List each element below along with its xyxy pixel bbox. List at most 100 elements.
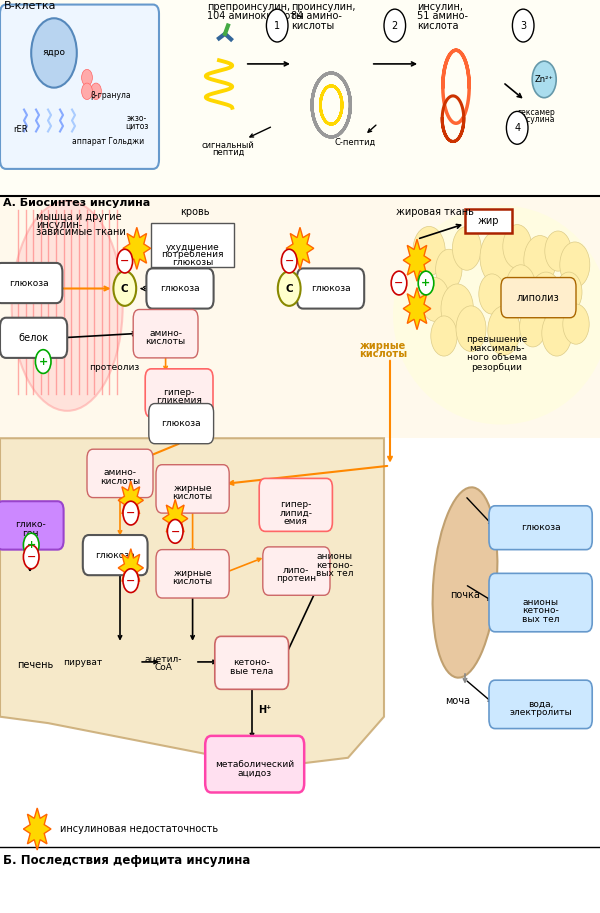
FancyBboxPatch shape: [489, 573, 592, 632]
Text: −: −: [394, 278, 404, 288]
Text: кровь: кровь: [180, 207, 210, 216]
Text: липо-: липо-: [283, 566, 310, 575]
Text: глико-: глико-: [14, 520, 46, 530]
Circle shape: [532, 61, 556, 98]
Text: 51 амино-: 51 амино-: [417, 12, 468, 21]
Text: −: −: [126, 576, 136, 585]
Circle shape: [560, 242, 590, 288]
Text: С: С: [286, 284, 293, 293]
Text: ного объема: ного объема: [467, 353, 527, 362]
Text: глюкоза: глюкоза: [9, 278, 49, 288]
FancyBboxPatch shape: [297, 268, 364, 309]
Circle shape: [91, 83, 101, 100]
Text: анионы: анионы: [317, 552, 353, 561]
Circle shape: [266, 9, 288, 42]
Text: глюкоза: глюкоза: [311, 284, 350, 293]
Circle shape: [556, 272, 582, 312]
Text: протеолиз: протеолиз: [89, 362, 139, 372]
Text: аппарат Гольджи: аппарат Гольджи: [72, 137, 144, 146]
Text: протеин: протеин: [277, 574, 316, 583]
Text: 4: 4: [514, 123, 520, 132]
Text: 3: 3: [520, 21, 526, 30]
Text: анионы: анионы: [523, 598, 559, 607]
Bar: [0, 0, 600, 196]
FancyBboxPatch shape: [156, 465, 229, 513]
Text: максималь-: максималь-: [469, 344, 524, 353]
Text: почка: почка: [450, 591, 480, 600]
FancyBboxPatch shape: [83, 535, 148, 575]
Circle shape: [123, 569, 139, 593]
Circle shape: [545, 231, 571, 271]
Circle shape: [479, 274, 505, 314]
Polygon shape: [403, 239, 431, 281]
Circle shape: [441, 284, 473, 333]
Text: жир: жир: [478, 216, 499, 226]
Text: мышца и другие: мышца и другие: [36, 213, 122, 222]
FancyBboxPatch shape: [489, 506, 592, 550]
Text: ацетил-: ацетил-: [145, 655, 182, 664]
Circle shape: [278, 271, 301, 306]
Text: липид-: липид-: [280, 509, 313, 518]
Polygon shape: [23, 808, 51, 850]
Polygon shape: [163, 499, 188, 538]
Text: глюкоза: глюкоза: [160, 284, 200, 293]
Text: амино-: амино-: [149, 329, 182, 338]
Text: кислоты: кислоты: [359, 350, 407, 359]
Text: 2: 2: [392, 21, 398, 30]
Circle shape: [503, 225, 532, 268]
FancyBboxPatch shape: [0, 318, 67, 358]
Text: емия: емия: [284, 517, 308, 526]
Circle shape: [31, 18, 77, 88]
Text: проинсулин,: проинсулин,: [291, 3, 355, 12]
FancyBboxPatch shape: [145, 369, 213, 417]
Text: кислоты: кислоты: [173, 577, 212, 586]
Circle shape: [520, 307, 546, 347]
Text: жирные: жирные: [173, 484, 212, 493]
FancyBboxPatch shape: [501, 278, 576, 318]
Text: вода,: вода,: [528, 699, 553, 708]
Text: кетоно-: кетоно-: [233, 658, 271, 667]
Text: вых тел: вых тел: [522, 614, 559, 624]
Polygon shape: [118, 481, 143, 519]
Text: кетоно-: кетоно-: [316, 561, 353, 570]
Text: −: −: [120, 257, 130, 266]
Text: А. Биосинтез инсулина: А. Биосинтез инсулина: [3, 198, 150, 207]
Circle shape: [113, 271, 136, 306]
Text: амино-: амино-: [104, 468, 137, 477]
Circle shape: [384, 9, 406, 42]
FancyBboxPatch shape: [0, 263, 62, 303]
Text: кислоты: кислоты: [146, 337, 185, 346]
Circle shape: [23, 533, 39, 557]
FancyBboxPatch shape: [87, 449, 153, 498]
Text: глюкоза: глюкоза: [161, 419, 201, 428]
FancyBboxPatch shape: [0, 5, 159, 169]
Ellipse shape: [12, 201, 123, 411]
Text: белок: белок: [19, 333, 49, 342]
Text: rER: rER: [13, 125, 28, 134]
Text: β-гранула: β-гранула: [91, 91, 131, 100]
Text: вые тела: вые тела: [230, 666, 274, 676]
Text: инсулин,: инсулин,: [417, 3, 463, 12]
FancyBboxPatch shape: [263, 547, 330, 595]
Circle shape: [563, 304, 589, 344]
Text: печень: печень: [17, 660, 53, 669]
Text: кислоты: кислоты: [100, 477, 140, 486]
Bar: [465, 209, 512, 233]
Text: инсулин-: инсулин-: [36, 220, 82, 229]
Text: электролиты: электролиты: [509, 708, 572, 717]
Circle shape: [391, 271, 407, 295]
Circle shape: [418, 271, 434, 295]
Text: глюкоза: глюкоза: [95, 551, 135, 560]
Text: превышение: превышение: [466, 335, 527, 344]
Circle shape: [23, 545, 39, 569]
FancyBboxPatch shape: [205, 736, 304, 792]
Text: −: −: [170, 527, 180, 536]
Text: резорбции: резорбции: [472, 362, 522, 372]
Text: ухудшение: ухудшение: [166, 243, 220, 252]
Text: метаболический: метаболический: [215, 760, 295, 769]
Text: −: −: [26, 552, 36, 561]
Circle shape: [542, 310, 572, 356]
Text: глюкозы: глюкозы: [172, 257, 213, 267]
Circle shape: [35, 350, 51, 373]
Text: 84 амино-: 84 амино-: [291, 12, 342, 21]
